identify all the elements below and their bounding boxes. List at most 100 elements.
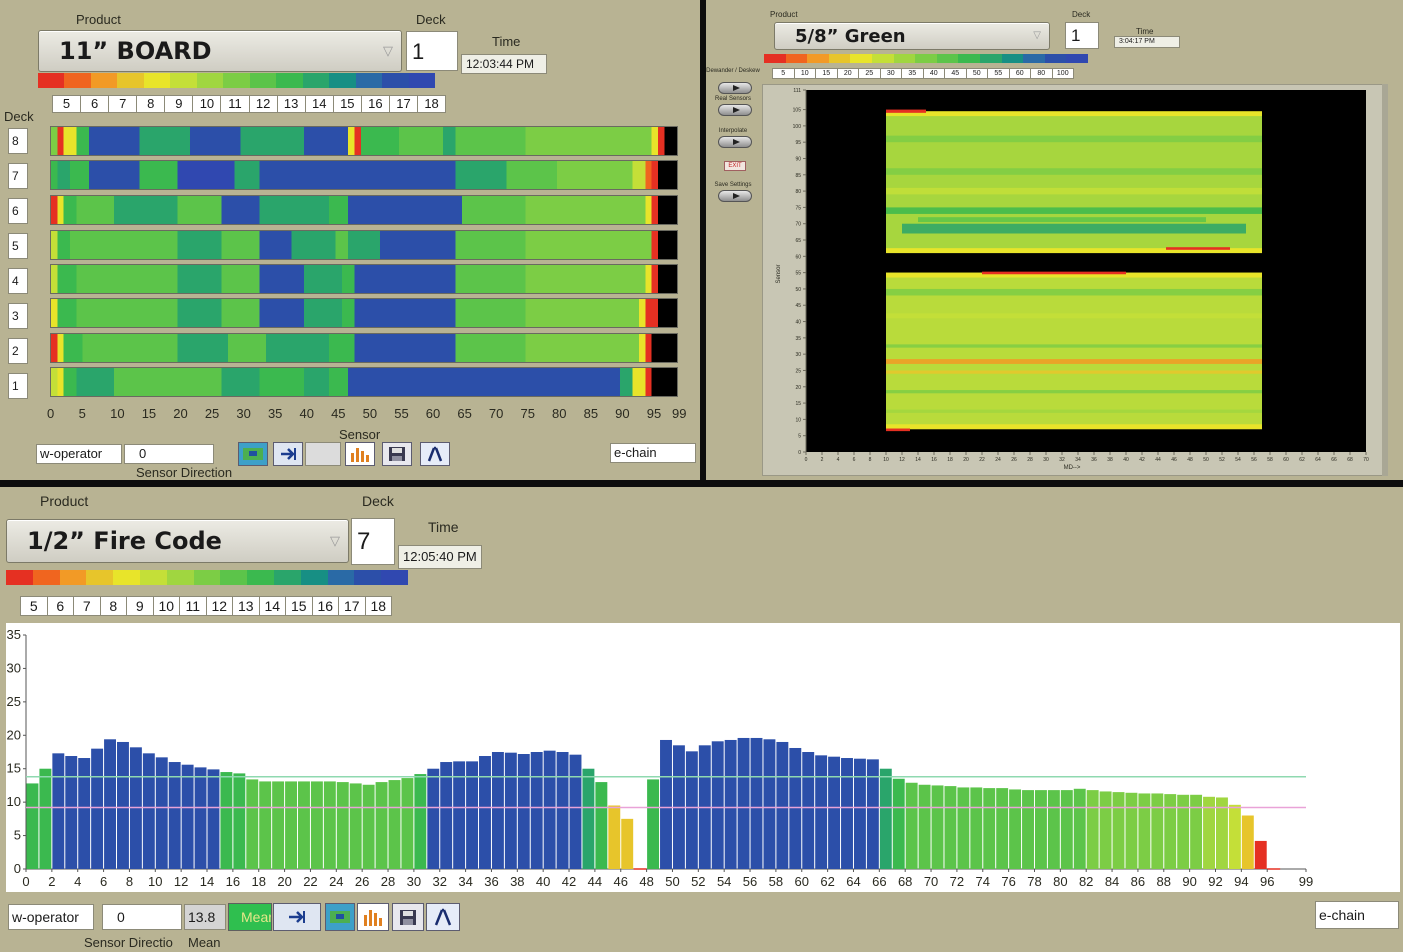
deck-input[interactable]: 1 (406, 31, 458, 71)
deck-input[interactable]: 1 (1065, 22, 1099, 49)
deck-tab-5[interactable]: 5 (8, 233, 28, 259)
bar (1022, 790, 1034, 869)
product-value: 11” BOARD (59, 37, 212, 65)
deck-tab-2[interactable]: 2 (8, 338, 28, 364)
toggle-switch[interactable] (718, 136, 752, 148)
control-button-label: Interpolate (718, 128, 748, 134)
legend-value: 17 (388, 96, 417, 112)
bar (582, 768, 595, 869)
legend-value: 9 (126, 597, 153, 615)
legend-swatch (59, 570, 87, 585)
board-edge-band (886, 424, 1262, 430)
bar-chart-icon[interactable] (357, 903, 389, 931)
direction-arrow-icon[interactable] (273, 903, 321, 931)
bar (39, 768, 52, 869)
x-tick-label: 36 (484, 874, 498, 889)
bar (349, 783, 362, 869)
mode-select[interactable]: w-operator (36, 444, 122, 464)
map-x-tick-label: 34 (1075, 457, 1081, 463)
map-view-icon[interactable] (325, 903, 355, 931)
map-x-tick-label: 22 (979, 457, 985, 463)
product-select[interactable]: 11” BOARD ▽ (38, 30, 402, 72)
save-disk-icon[interactable] (392, 903, 424, 931)
legend-swatch (871, 54, 894, 63)
legend-swatch (273, 570, 301, 585)
x-tick-label: 24 (329, 874, 343, 889)
deck-tab-7[interactable]: 7 (8, 163, 28, 189)
y-tick-label: 5 (14, 828, 21, 843)
sensor-tick-label: 25 (204, 406, 220, 421)
map-y-tick-label: 105 (793, 108, 802, 114)
map-y-tick-label: 111 (793, 88, 801, 94)
board-streak (886, 187, 1262, 195)
toggle-switch[interactable] (718, 190, 752, 202)
x-tick-label: 46 (614, 874, 628, 889)
deck-input[interactable]: 7 (351, 518, 395, 565)
compress-icon[interactable] (420, 442, 450, 466)
y-tick-label: 20 (7, 727, 21, 742)
legend-value: 7 (108, 96, 136, 112)
bar (530, 752, 543, 869)
map-view-icon[interactable] (238, 442, 268, 466)
sensor-tick-label: 95 (646, 406, 662, 421)
toggle-switch[interactable] (718, 82, 752, 94)
legend-swatch (807, 54, 829, 63)
exit-button[interactable]: EXIT (724, 161, 746, 171)
y-tick-label: 15 (7, 761, 21, 776)
deck-tab-1[interactable]: 1 (8, 373, 28, 399)
x-tick-label: 56 (743, 874, 757, 889)
mode-select[interactable]: w-operator (8, 904, 94, 930)
bar (1228, 804, 1241, 869)
board-edge-band (886, 272, 1262, 278)
board-edge-band (886, 428, 910, 432)
compress-icon[interactable] (426, 903, 460, 931)
direction-arrow-icon[interactable] (273, 442, 303, 466)
board-streak (886, 313, 1262, 319)
product-label: Product (40, 493, 89, 509)
bar (220, 772, 233, 869)
legend-swatch (139, 570, 167, 585)
bar (78, 758, 91, 869)
sensor-tick-label: 60 (425, 406, 441, 421)
save-disk-icon[interactable] (382, 442, 412, 466)
x-tick-label: 86 (1131, 874, 1145, 889)
bar (543, 750, 556, 869)
sensor-tick-label: 65 (457, 406, 472, 421)
x-tick-label: 16 (226, 874, 240, 889)
chevron-down-icon: ▽ (383, 44, 393, 59)
sensor-direction-input[interactable]: 0 (102, 904, 182, 930)
legend-value: 8 (99, 597, 127, 615)
deck-tab-8[interactable]: 8 (8, 128, 28, 154)
deck-tab-3[interactable]: 3 (8, 303, 28, 329)
mean-toggle-button[interactable]: Mean (228, 903, 272, 931)
map-x-tick-label: 52 (1219, 457, 1225, 463)
legend-value: 10 (192, 96, 220, 112)
bar (866, 759, 879, 869)
bar (1138, 793, 1151, 869)
sensor-tick-label: 50 (362, 406, 378, 421)
map-x-tick-label: 14 (915, 457, 921, 463)
sensor-tick-label: 0 (47, 406, 55, 421)
bar (91, 748, 104, 869)
sensor-direction-input[interactable]: 0 (124, 444, 214, 464)
product-select[interactable]: 5/8” Green ▽ (774, 22, 1050, 50)
deck-tab-4[interactable]: 4 (8, 268, 28, 294)
chain-select[interactable]: e-chain (610, 443, 696, 463)
bar-chart-icon[interactable] (345, 442, 375, 466)
product-select[interactable]: 1/2” Fire Code ▽ (6, 519, 349, 563)
bar (763, 739, 776, 869)
map-y-tick-label: 25 (795, 368, 801, 374)
deck-tab-6[interactable]: 6 (8, 198, 28, 224)
map-scrollbar[interactable] (1382, 84, 1388, 476)
bar (724, 739, 737, 869)
map-x-tick-label: 30 (1043, 457, 1049, 463)
x-tick-label: 8 (126, 874, 133, 889)
map-y-tick-label: 65 (795, 238, 801, 244)
toggle-switch[interactable] (718, 104, 752, 116)
legend-value: 30 (879, 69, 902, 78)
chain-select[interactable]: e-chain (1315, 901, 1399, 929)
map-x-tick-label: 8 (869, 457, 872, 463)
legend-swatch (32, 570, 60, 585)
blank-button[interactable] (305, 442, 341, 466)
